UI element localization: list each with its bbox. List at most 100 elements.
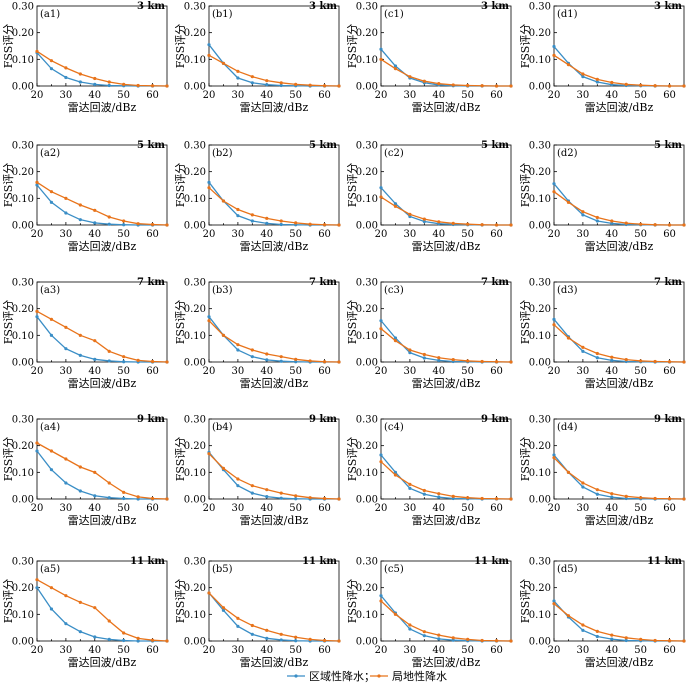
point-regional: [408, 627, 412, 631]
point-local: [136, 636, 140, 640]
series-line-regional: [36, 52, 167, 87]
point-regional: [265, 221, 269, 225]
x-tick-label: 30: [577, 645, 590, 656]
resolution-label: 5 km: [137, 140, 165, 151]
x-tick-label: 60: [146, 366, 159, 377]
point-regional: [250, 219, 254, 223]
x-axis-label: 雷达回波/dBz: [412, 101, 481, 114]
x-tick-label: 40: [88, 229, 101, 240]
x-axis-label: 雷达回波/dBz: [68, 240, 137, 253]
point-local: [595, 351, 599, 356]
point-local: [64, 66, 68, 70]
x-tick-label: 50: [289, 229, 302, 240]
point-local: [136, 495, 140, 499]
x-tick-label: 40: [88, 366, 101, 377]
y-tick-label: 0.30: [12, 2, 34, 13]
x-tick-label: 20: [203, 90, 216, 101]
point-local: [624, 358, 628, 362]
point-local: [221, 606, 226, 610]
x-tick-label: 50: [289, 503, 302, 514]
point-local: [35, 180, 39, 184]
point-local: [107, 215, 111, 219]
panel-label: (d1): [557, 9, 578, 20]
y-axis-label: FSS评分: [519, 24, 532, 69]
point-regional: [64, 481, 68, 485]
y-tick-label: 0.30: [356, 2, 378, 13]
x-axis-label: 雷达回波/dBz: [585, 240, 654, 253]
point-local: [422, 630, 426, 634]
series-line-local: [380, 196, 511, 226]
x-tick-label: 60: [490, 366, 503, 377]
resolution-label: 3 km: [654, 1, 682, 12]
point-regional: [122, 360, 126, 364]
point-regional: [422, 356, 426, 360]
point-local: [250, 348, 254, 352]
x-axis-label: 雷达回波/dBz: [68, 377, 137, 390]
x-tick-label: 50: [634, 503, 647, 514]
point-local: [509, 360, 513, 364]
point-local: [451, 636, 455, 640]
point-local: [207, 591, 211, 595]
panel-a2: 0.00 0.10 0.20 0.30 20 30 40 50 60 雷达回波/dBz FSS评分 (…: [2, 140, 169, 253]
y-tick-label: 0.20: [529, 583, 551, 594]
x-tick-label: 30: [232, 645, 245, 656]
y-tick-label: 0.00: [12, 221, 34, 232]
point-local: [337, 639, 341, 643]
y-tick-label: 0.20: [184, 304, 206, 315]
y-tick-label: 0.20: [12, 28, 34, 39]
y-axis-label: FSS评分: [346, 300, 359, 345]
series-line-local: [36, 310, 168, 363]
point-local: [150, 638, 155, 642]
point-local: [93, 470, 97, 474]
y-tick-label: 0.10: [356, 55, 378, 66]
point-local: [136, 222, 140, 226]
point-local: [451, 358, 455, 362]
point-local: [610, 80, 614, 85]
x-axis-label: 雷达回波/dBz: [240, 377, 309, 390]
panel-c3: 0.00 0.10 0.20 0.30 20 30 40 50 60 雷达回波/dBz FSS评分 (…: [346, 277, 513, 390]
y-tick-label: 0.00: [12, 358, 34, 369]
point-regional: [552, 453, 556, 457]
resolution-label: 9 km: [654, 414, 682, 425]
point-regional: [437, 637, 441, 641]
point-regional: [207, 43, 211, 47]
point-local: [480, 84, 484, 88]
point-regional: [294, 360, 298, 364]
y-axis-label: FSS评分: [519, 163, 532, 208]
point-regional: [552, 599, 556, 603]
series-line-regional: [36, 450, 167, 500]
point-regional: [265, 636, 269, 640]
y-tick-label: 0.00: [529, 637, 551, 648]
panel-label: (b4): [212, 422, 233, 433]
point-regional: [49, 200, 54, 204]
point-local: [308, 637, 312, 642]
y-tick-label: 0.20: [356, 441, 378, 452]
plot-frame: [553, 281, 685, 363]
y-axis-label: FSS评分: [346, 437, 359, 482]
y-tick-label: 0.00: [356, 637, 378, 648]
y-tick-label: 0.00: [529, 495, 551, 506]
point-local: [667, 497, 672, 501]
point-local: [667, 84, 672, 88]
y-axis-label: FSS评分: [2, 163, 15, 208]
y-tick-label: 0.00: [356, 358, 378, 369]
x-tick-label: 50: [117, 503, 130, 514]
series-line-local: [36, 579, 168, 642]
x-tick-label: 20: [375, 366, 388, 377]
x-tick-label: 40: [88, 503, 101, 514]
x-tick-label: 50: [461, 366, 474, 377]
y-axis-label: FSS评分: [174, 24, 187, 69]
point-regional: [93, 494, 97, 498]
series-line-regional: [380, 320, 511, 363]
y-tick-label: 0.10: [12, 55, 34, 66]
panel-label: (d3): [557, 285, 578, 296]
point-regional: [49, 333, 54, 337]
point-local: [408, 623, 412, 627]
point-local: [393, 473, 398, 477]
x-tick-label: 20: [375, 229, 388, 240]
point-local: [322, 84, 327, 88]
point-local: [337, 223, 341, 227]
panel-label: (d5): [557, 564, 578, 575]
point-regional: [379, 453, 383, 457]
point-regional: [93, 82, 97, 86]
